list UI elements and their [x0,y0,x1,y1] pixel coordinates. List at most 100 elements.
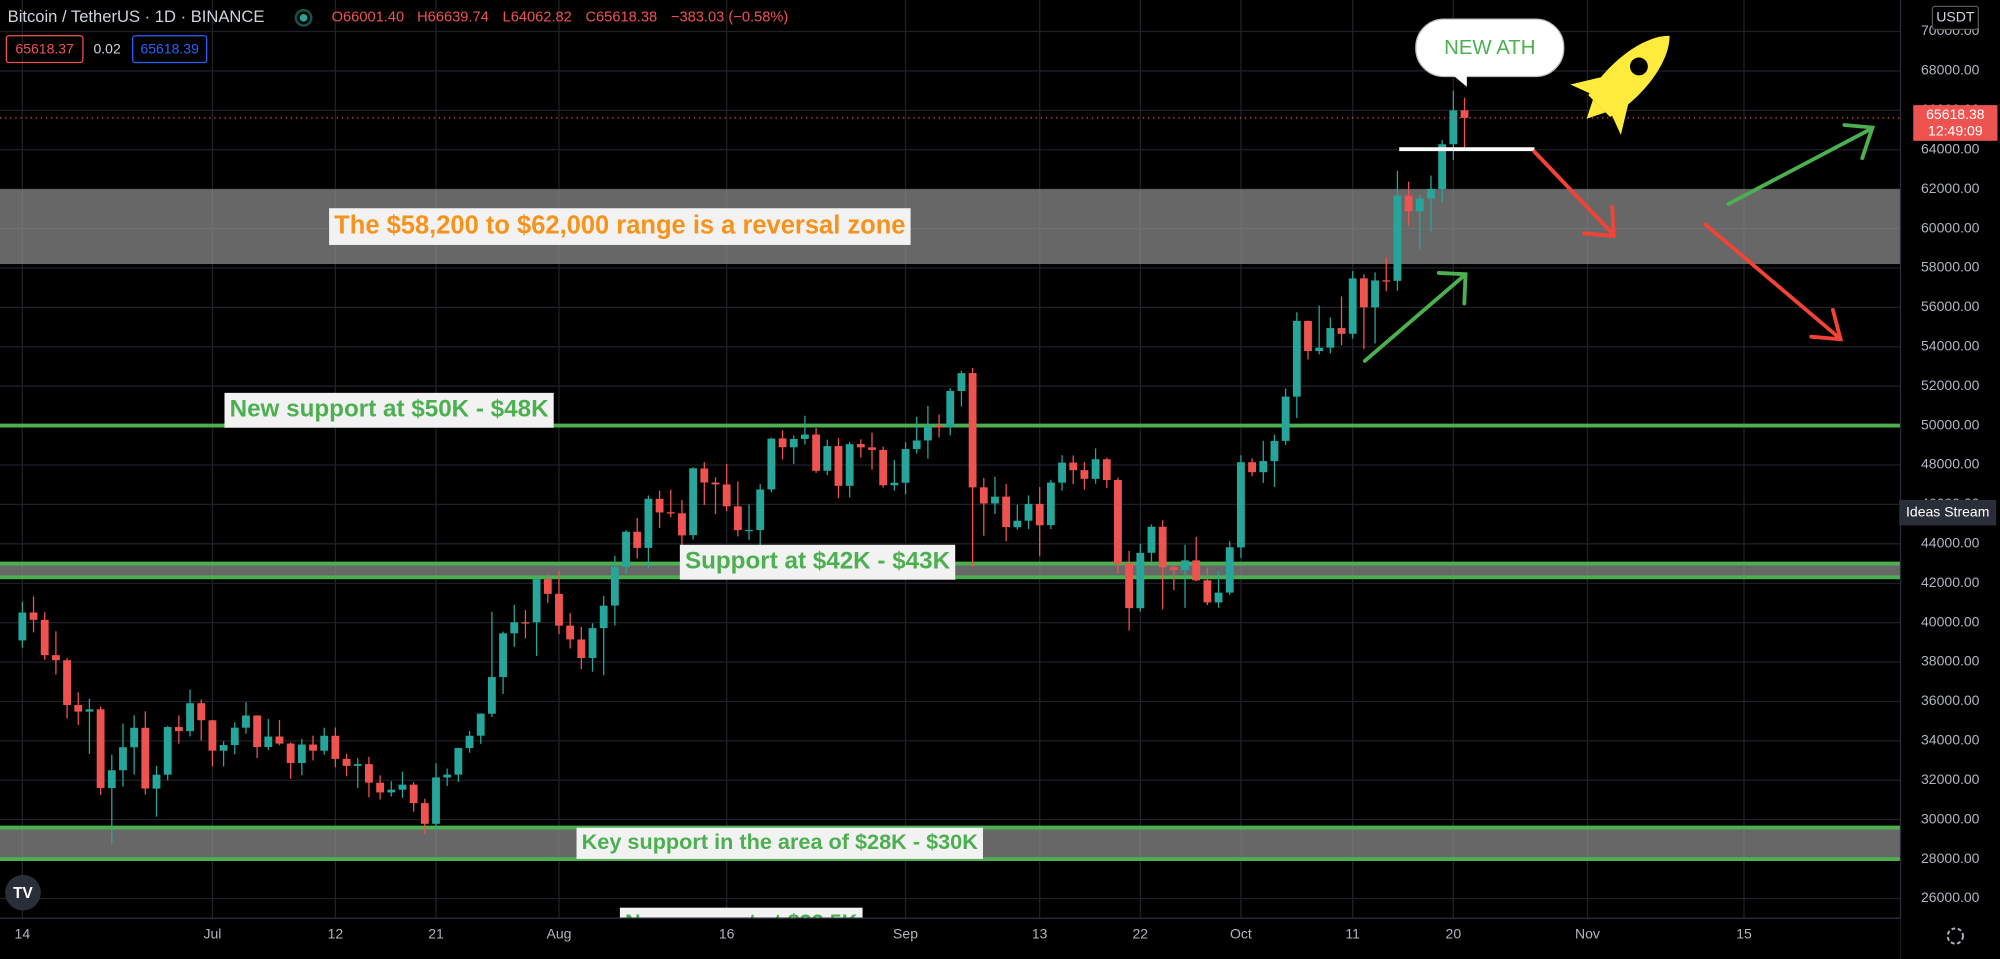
candle-body [119,747,127,771]
candle-body [543,579,552,594]
candle-body [186,703,194,732]
candle-body [107,770,116,788]
candle-body [610,566,619,606]
candle-body [74,704,83,712]
logo[interactable] [5,874,41,911]
status-dot [294,8,313,27]
candle-body [432,777,440,824]
candle-body [1046,482,1055,526]
candle-body [968,373,977,488]
price-tag-label: 65618.38 [1926,106,1985,122]
candle-body [163,727,172,775]
candle-body [264,736,273,747]
candle-body [1091,459,1100,479]
candle-body [1337,328,1346,334]
candle-body [1404,195,1413,212]
candle-body [979,487,988,504]
x-tick-label: Oct [1230,925,1252,941]
buy-box[interactable] [132,35,208,64]
candle-body [733,506,742,531]
candle-body [130,727,139,748]
y-tick-label: 38000.00 [1921,653,1980,669]
candle-body [756,489,765,531]
candle-body [398,784,407,790]
zone-label: New support at $32.5K [625,909,858,934]
y-tick-label: 26000.00 [1921,889,1980,905]
candle-body [1359,278,1368,308]
candle-body [845,444,854,486]
y-tick-label: 68000.00 [1921,62,1980,78]
candle-body [745,529,753,532]
x-tick-label: 22 [1133,925,1149,941]
settings-icon[interactable] [1946,927,1964,945]
x-tick-label: Nov [1575,925,1600,941]
candle-body [297,744,306,764]
candle-body [353,764,362,766]
currency[interactable]: USDT [1936,9,1975,25]
y-tick-label: 30000.00 [1921,810,1980,826]
change: −383.03 (−0.58%) [671,10,788,26]
candle-body [1382,280,1391,282]
candle-body [1281,396,1290,441]
candle-body [644,498,653,548]
y-tick-label: 40000.00 [1921,613,1980,629]
candle-body [1147,526,1156,553]
label-box [619,907,863,919]
candle-body [923,425,932,441]
candle-body [253,715,262,747]
candle-body [387,789,396,793]
ohlc-low: L64062.82 [503,10,572,26]
speech-bubble [1415,18,1565,87]
label-box [329,208,911,245]
y-tick-label: 28000.00 [1921,850,1980,866]
ideas-box[interactable] [1899,499,1997,526]
y-tick-label: 42000.00 [1921,574,1980,590]
candle-body [465,735,474,749]
candle-body [890,482,899,486]
candle-body [365,764,373,783]
candle-body [242,715,250,728]
candle-body [711,482,720,485]
sell-box[interactable] [5,35,84,64]
arrow-down [1703,222,1844,342]
candle-body [275,736,284,744]
candle-body [1214,592,1223,603]
x-tick-label: 15 [1736,925,1752,941]
candle-body [801,434,809,439]
countdown: 12:49:09 [1928,123,1983,139]
y-tick-label: 58000.00 [1921,259,1980,275]
candle-body [1136,552,1145,609]
x-tick-label: 20 [1446,925,1462,941]
candle-body [566,625,575,640]
ideas-stream[interactable]: Ideas Stream [1906,503,1989,519]
label-box [576,827,984,859]
zone-label: Support at $42K - $43K [685,548,951,575]
candle-body [443,774,452,778]
ohlc-open: O66001.40 [332,10,405,26]
candle-body [957,373,966,391]
candle-body [1102,459,1111,480]
bid[interactable]: 65618.37 [15,40,74,56]
candle-body [409,784,418,804]
candle-body [85,709,94,712]
candle-body [152,774,161,789]
candle-body [666,512,675,514]
candle-body [1315,347,1324,352]
candle-body [834,446,843,486]
ohlc-high: H66639.74 [417,10,489,26]
candle-body [1393,195,1402,281]
y-tick-label: 36000.00 [1921,692,1980,708]
y-tick-label: 62000.00 [1921,180,1980,196]
candle-body [879,449,888,486]
candle-body [1304,320,1312,352]
candle-body [1415,198,1424,212]
candle-body [29,612,38,620]
candle-body [689,468,698,536]
candle-body [1069,462,1078,471]
candle-body [868,447,876,450]
candle-body [1002,496,1011,528]
ask[interactable]: 65618.39 [140,40,199,56]
currency-box[interactable] [1931,5,1979,30]
candle-body [789,438,798,448]
